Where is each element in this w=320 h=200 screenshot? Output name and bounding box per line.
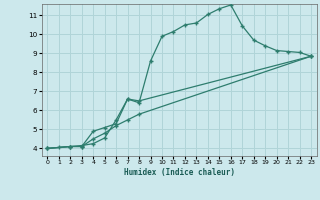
X-axis label: Humidex (Indice chaleur): Humidex (Indice chaleur) [124, 168, 235, 177]
